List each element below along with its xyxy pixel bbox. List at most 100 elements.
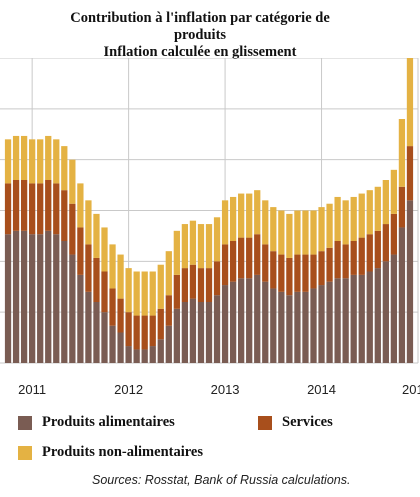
bar-segment-nonfood <box>29 139 36 184</box>
x-tick-label: 2012 <box>114 382 143 397</box>
bar-segment-nonfood <box>390 169 398 214</box>
bar-segment-food <box>85 291 92 363</box>
bar-segment-nonfood <box>358 193 365 238</box>
bar-segment-food <box>61 241 68 363</box>
bar-segment-food <box>326 281 333 363</box>
bar-segment-services <box>205 268 213 302</box>
bar-segment-nonfood <box>221 200 229 245</box>
bar-segment-food <box>101 312 108 363</box>
bar-segment-food <box>4 234 12 363</box>
x-tick-label: 2013 <box>211 382 240 397</box>
bar-segment-nonfood <box>229 196 237 241</box>
bar-segment-services <box>109 288 116 326</box>
legend-swatch-services <box>258 415 272 430</box>
bar-segment-food <box>350 274 357 363</box>
legend-item-nonfood: Produits non-alimentaires <box>18 444 203 461</box>
bar-segment-nonfood <box>350 196 357 241</box>
bar-segment-food <box>173 308 180 363</box>
bar-segment-services <box>221 244 229 286</box>
bar-segment-services <box>334 241 341 279</box>
bar-segment-services <box>77 227 84 275</box>
bar-segment-services <box>262 244 269 282</box>
bar-segment-services <box>45 180 52 231</box>
bar-segment-services <box>302 254 309 292</box>
bar-segment-nonfood <box>85 200 92 245</box>
bar-segment-food <box>69 254 76 363</box>
legend-swatch-food <box>18 415 32 430</box>
legend-swatch-nonfood <box>18 445 32 460</box>
bar-segment-services <box>366 234 373 272</box>
bar-segment-services <box>278 254 285 292</box>
bar-segment-nonfood <box>141 271 148 316</box>
bar-segment-food <box>181 302 189 363</box>
bar-segment-food <box>213 295 221 363</box>
bar-segment-food <box>366 271 373 363</box>
bar-segment-services <box>101 271 108 313</box>
bar-segment-food <box>12 230 20 363</box>
bar-segment-food <box>398 227 406 363</box>
chart-subtitle: Inflation calculée en glissement <box>103 44 297 60</box>
bar-segment-food <box>374 268 381 363</box>
bar-segment-nonfood <box>109 244 116 289</box>
bar-segment-services <box>189 264 197 299</box>
bar-segment-nonfood <box>270 207 277 252</box>
bar-segment-food <box>221 285 229 363</box>
bar-segment-food <box>294 291 301 363</box>
bar-segment-services <box>12 180 20 231</box>
bar-segment-food <box>20 230 28 363</box>
bar-segment-services <box>133 315 140 350</box>
bar-segment-nonfood <box>149 271 156 316</box>
bar-segment-services <box>141 315 148 350</box>
bar-segment-services <box>20 180 28 231</box>
bar-segment-nonfood <box>173 230 180 275</box>
bar-segment-services <box>37 183 44 235</box>
bar-segment-services <box>165 295 172 326</box>
bar-segment-food <box>141 349 148 363</box>
bar-segment-food <box>205 302 213 363</box>
bar-segment-nonfood <box>4 139 12 184</box>
bar-segment-services <box>382 224 389 262</box>
bar-segment-food <box>238 278 245 363</box>
bar-segment-services <box>29 183 36 235</box>
bar-segment-services <box>246 237 253 279</box>
source-note: Sources: Rosstat, Bank of Russia calcula… <box>92 473 351 487</box>
bar-segment-services <box>125 312 132 347</box>
bar-segment-food <box>165 325 172 363</box>
bar-segment-services <box>213 261 221 296</box>
bar-segment-services <box>53 183 60 235</box>
bar-segment-food <box>254 274 261 363</box>
bar-segment-nonfood <box>12 135 20 180</box>
bar-segment-services <box>238 237 245 279</box>
bar-segment-nonfood <box>69 159 76 204</box>
bar-segment-food <box>229 281 237 363</box>
chart-title-line-1: Contribution à l'inflation par catégorie… <box>70 10 330 26</box>
bars <box>4 58 414 363</box>
bar-segment-nonfood <box>310 210 317 255</box>
bar-segment-nonfood <box>205 224 213 269</box>
bar-segment-services <box>197 268 205 302</box>
bar-segment-nonfood <box>93 213 100 258</box>
bar-segment-services <box>61 190 68 241</box>
bar-segment-food <box>197 302 205 363</box>
bar-segment-nonfood <box>181 224 189 269</box>
bar-segment-food <box>133 349 140 363</box>
bar-segment-food <box>149 346 156 363</box>
bar-segment-nonfood <box>165 251 172 296</box>
bar-segment-nonfood <box>342 200 349 245</box>
bar-segment-nonfood <box>318 207 325 252</box>
bar-segment-services <box>310 254 317 289</box>
bar-segment-food <box>390 254 398 363</box>
legend-label-food: Produits alimentaires <box>42 414 175 430</box>
bar-segment-nonfood <box>398 119 406 187</box>
bar-segment-food <box>246 278 253 363</box>
bar-segment-services <box>85 244 92 292</box>
bar-segment-food <box>37 234 44 363</box>
bar-segment-nonfood <box>382 180 389 225</box>
bar-segment-services <box>350 241 357 275</box>
bar-segment-food <box>77 274 84 363</box>
bar-segment-food <box>45 230 52 363</box>
bar-segment-food <box>302 291 309 363</box>
bar-segment-food <box>93 302 100 363</box>
bar-segment-services <box>406 146 414 201</box>
bar-segment-food <box>262 281 269 363</box>
